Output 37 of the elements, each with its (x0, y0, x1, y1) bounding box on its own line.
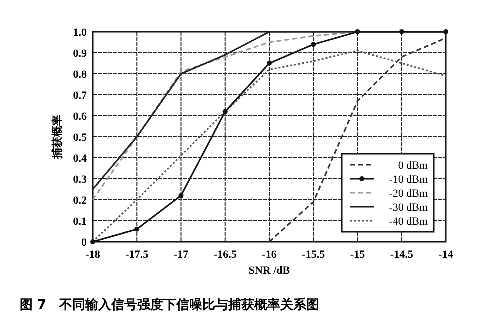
legend-label: 0 dBm (398, 160, 428, 172)
y-tick-label: 0.5 (73, 132, 88, 144)
x-tick-label: -15.5 (302, 249, 326, 261)
x-axis-title: SNR /dB (248, 265, 291, 277)
y-axis-title: 捕获概率 (51, 115, 64, 160)
x-tick-label: -18 (86, 249, 101, 261)
point (444, 30, 448, 34)
point (355, 30, 360, 34)
point (399, 30, 404, 34)
point (90, 240, 96, 244)
x-tick-label: -14.5 (390, 249, 414, 261)
point (222, 109, 228, 114)
y-tick-label: 0.1 (73, 216, 87, 228)
y-tick-label: 0.7 (73, 90, 88, 102)
legend-label: -10 dBm (389, 174, 428, 186)
point (267, 61, 272, 66)
point (134, 226, 140, 232)
point (178, 193, 184, 198)
x-tick-label: -17.5 (126, 249, 150, 261)
y-tick-label: 0.8 (73, 69, 88, 81)
x-tick-label: -16 (262, 249, 278, 261)
y-tick-label: 1.0 (73, 27, 88, 39)
y-tick-label: 0.4 (73, 153, 88, 165)
x-tick-label: -14 (438, 249, 454, 261)
y-tick-label: 0.6 (73, 111, 88, 123)
legend-label: -40 dBm (389, 216, 428, 228)
legend-label: -20 dBm (389, 188, 428, 200)
y-tick-label: 0.9 (73, 48, 88, 60)
x-tick-label: -16.5 (214, 249, 238, 261)
x-tick-label: -17 (174, 249, 190, 261)
caption: 图 7 不同输入信号强度下信噪比与捕获概率关系图 (20, 297, 320, 313)
x-tick-label: -15 (350, 249, 366, 261)
y-tick-label: 0.2 (73, 195, 88, 207)
y-tick-label: 0 (82, 237, 88, 249)
legend-label: -30 dBm (389, 202, 428, 214)
y-tick-label: 0.3 (73, 174, 88, 186)
point (311, 42, 316, 48)
